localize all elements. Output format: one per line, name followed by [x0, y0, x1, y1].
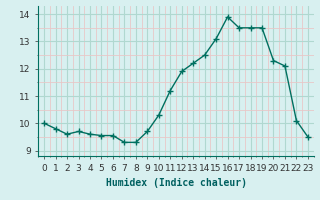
X-axis label: Humidex (Indice chaleur): Humidex (Indice chaleur): [106, 178, 246, 188]
